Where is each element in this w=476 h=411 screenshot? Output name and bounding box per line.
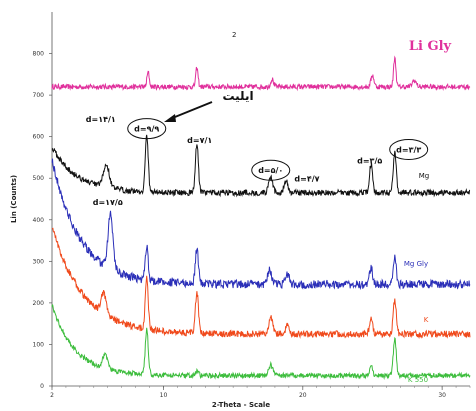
d-spacing-circle <box>251 159 291 181</box>
series-label-mg: Mg <box>419 172 429 180</box>
x-tick-label: 30 <box>438 392 446 399</box>
ilite-label: ایلیت <box>222 89 253 103</box>
y-axis-title: Lin (Counts) <box>10 175 18 223</box>
y-tick-label: 0 <box>40 383 44 390</box>
series-label-li-gly: Li Gly <box>409 39 452 54</box>
x-axis-title: 2-Theta - Scale <box>212 401 270 409</box>
d-spacing-circle <box>389 138 429 160</box>
y-tick-label: 100 <box>33 341 45 348</box>
y-tick-label: 200 <box>33 300 45 307</box>
series-line-mg <box>51 134 471 198</box>
series-line-k-550 <box>51 304 471 381</box>
y-tick-label: 600 <box>33 134 45 141</box>
series-label-mg-gly: Mg Gly <box>404 260 428 268</box>
d-spacing-circle <box>127 118 167 140</box>
series-line-k <box>52 227 471 340</box>
ilite-arrow <box>169 101 213 120</box>
d-spacing-label: d=۵/٠ <box>258 166 283 175</box>
d-spacing-label: d=١٧/۵ <box>93 198 123 207</box>
d-spacing-label: d=۴/۷ <box>294 175 319 184</box>
series-line-mg-gly <box>51 158 471 291</box>
annotation-layer: d=١۴/١ d=١٧/۵ d=٩/٩ d=٧/١ d=۵/٠ d=۴/۷ d=٣/۵ d=٣… <box>86 115 429 207</box>
axes: 0 100 200 300 400 500 600 700 800 2 10 20 30 2-Theta … <box>10 12 471 409</box>
d-spacing-label: d=٣/٣ <box>396 145 421 154</box>
series-line-li-gly <box>51 55 471 92</box>
x-tick-label: 10 <box>160 392 168 399</box>
ilite-arrow-head <box>164 114 176 122</box>
series-label-k: K <box>424 316 429 324</box>
d-spacing-label: d=١۴/١ <box>86 115 116 124</box>
y-tick-label: 800 <box>33 51 45 58</box>
panel-number: 2 <box>232 31 236 39</box>
y-tick-label: 500 <box>33 175 45 182</box>
d-spacing-label: d=٣/۵ <box>357 157 382 166</box>
d-spacing-label: d=٩/٩ <box>134 125 159 134</box>
series-layer: Li Gly Mg Mg Gly K K 550 <box>51 39 471 384</box>
y-tick-label: 300 <box>33 258 45 265</box>
d-spacing-label: d=٧/١ <box>187 136 212 145</box>
x-tick-label: 2 <box>50 392 54 399</box>
y-tick-label: 700 <box>33 92 45 99</box>
x-tick-label: 20 <box>299 392 307 399</box>
y-tick-label: 400 <box>33 217 45 224</box>
series-label-k-550: K 550 <box>408 376 428 384</box>
